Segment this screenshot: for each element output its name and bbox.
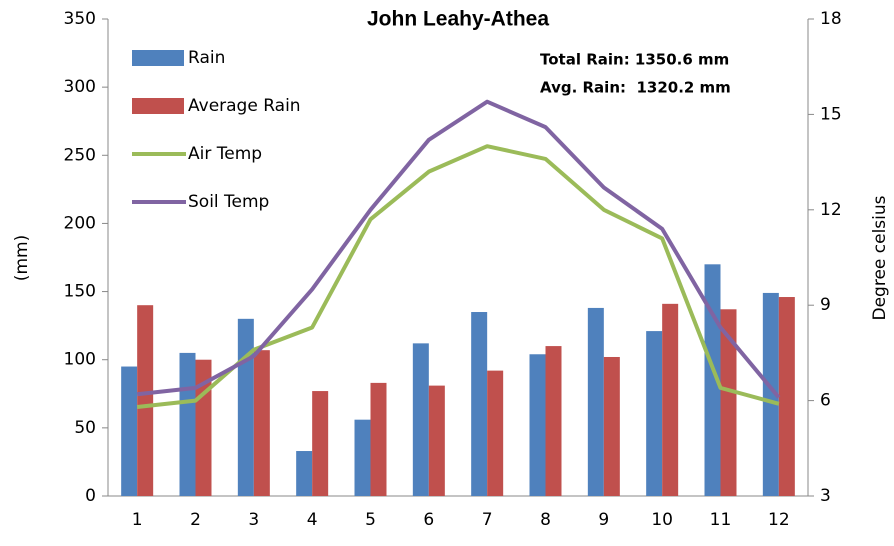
legend-swatch xyxy=(132,50,184,66)
x-tick-label: 8 xyxy=(540,510,551,530)
x-tick-label: 6 xyxy=(423,510,434,530)
x-tick-label: 11 xyxy=(710,510,732,530)
y-tick-label: 100 xyxy=(64,350,96,370)
bar xyxy=(428,385,445,496)
y-tick-label: 250 xyxy=(64,145,96,165)
legend-label: Rain xyxy=(188,48,225,68)
y2-tick-label: 15 xyxy=(820,104,842,124)
y-axis-label: (mm) xyxy=(12,235,32,281)
legend-label: Soil Temp xyxy=(188,192,269,212)
bar xyxy=(603,356,620,496)
bar xyxy=(370,382,387,496)
y-tick-label: 350 xyxy=(64,9,96,29)
annotation: Total Rain: 1350.6 mm xyxy=(540,51,729,69)
x-tick-label: 12 xyxy=(768,510,790,530)
bar xyxy=(587,307,604,496)
line xyxy=(136,99,781,399)
bar xyxy=(179,352,196,496)
x-tick-label: 7 xyxy=(482,510,493,530)
y2-tick-label: 12 xyxy=(820,200,842,220)
bar xyxy=(471,312,488,496)
y-tick-label: 150 xyxy=(64,282,96,302)
y2-tick-label: 3 xyxy=(820,486,831,506)
bar xyxy=(529,354,546,496)
bar xyxy=(487,370,504,496)
y2-tick-label: 9 xyxy=(820,295,831,315)
annotation: Avg. Rain: 1320.2 mm xyxy=(540,79,731,97)
bar xyxy=(646,331,663,496)
bar xyxy=(137,305,154,496)
y2-tick-label: 18 xyxy=(820,9,842,29)
x-tick-label: 9 xyxy=(598,510,609,530)
bar xyxy=(778,297,795,496)
bar xyxy=(412,343,429,496)
x-tick-label: 3 xyxy=(248,510,259,530)
x-tick-label: 4 xyxy=(307,510,318,530)
bar xyxy=(662,303,679,496)
bar xyxy=(296,451,313,496)
bar xyxy=(312,391,329,496)
legend-label: Average Rain xyxy=(188,96,301,116)
y-tick-label: 300 xyxy=(64,77,96,97)
x-tick-label: 10 xyxy=(651,510,673,530)
y2-tick-label: 6 xyxy=(820,391,831,411)
chart-title: John Leahy-Athea xyxy=(367,8,549,31)
x-tick-label: 2 xyxy=(190,510,201,530)
bar xyxy=(354,419,371,496)
y2-axis-label: Degree celsius xyxy=(870,195,890,320)
x-tick-label: 5 xyxy=(365,510,376,530)
bar xyxy=(237,318,254,496)
line xyxy=(136,144,780,409)
legend-label: Air Temp xyxy=(188,144,262,164)
y-tick-label: 0 xyxy=(85,486,96,506)
legend-swatch xyxy=(132,98,184,114)
bar xyxy=(720,309,737,496)
bar xyxy=(545,346,562,496)
bar xyxy=(253,350,270,496)
bar xyxy=(195,359,212,496)
y-tick-label: 50 xyxy=(74,418,96,438)
x-tick-label: 1 xyxy=(132,510,143,530)
bar xyxy=(762,292,779,496)
bar xyxy=(121,366,138,496)
y-tick-label: 200 xyxy=(64,213,96,233)
